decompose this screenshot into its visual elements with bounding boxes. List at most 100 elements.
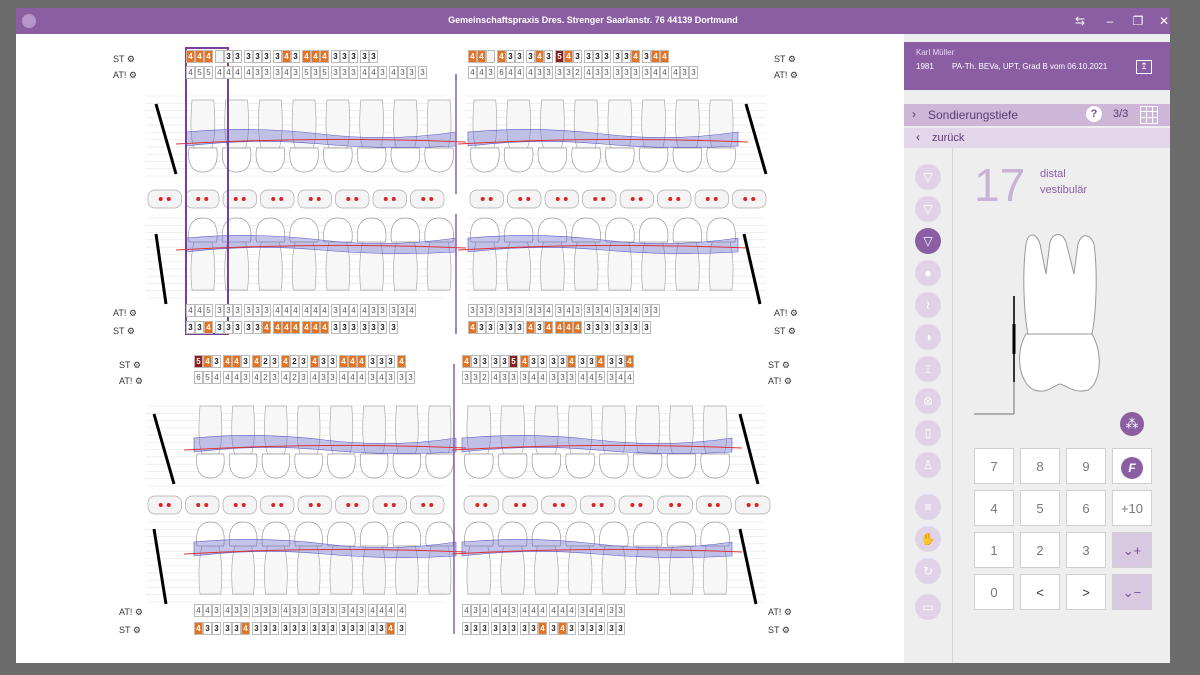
at-bottom-left-cell[interactable]: 3 [310, 604, 319, 617]
st-bottom-left-cell[interactable]: 3 [397, 622, 406, 635]
jaw2-lower-right-tooth-crown[interactable] [666, 521, 697, 547]
st-upper-left-cell[interactable]: 3 [349, 50, 358, 63]
st-jaw2-right-cell[interactable]: 3 [549, 355, 558, 368]
occlusal-upper-left[interactable] [410, 189, 445, 209]
at-jaw2-right-cell[interactable]: 3 [567, 371, 576, 384]
st-jaw1-lower-left-cell[interactable]: 3 [389, 321, 398, 334]
st-upper-right-cell[interactable]: 4 [564, 50, 573, 63]
at-bottom-left-cell[interactable]: 3 [252, 604, 261, 617]
upper-left-tooth-crown[interactable] [424, 147, 454, 173]
at-bottom-right-cell[interactable]: 4 [567, 604, 576, 617]
jaw1-lower-left-tooth-crown[interactable] [188, 217, 218, 243]
hand-icon[interactable]: ✋ [915, 526, 941, 552]
st-jaw1-lower-left-cell[interactable]: 3 [244, 321, 253, 334]
upper-left-tooth-crown[interactable] [289, 147, 319, 173]
st-jaw1-lower-right-cell[interactable]: 4 [468, 321, 477, 334]
st-upper-left-cell[interactable]: 4 [320, 50, 329, 63]
jaw2-upper-right-tooth-crown[interactable] [632, 453, 663, 479]
at-jaw2-right-cell[interactable]: 3 [462, 371, 471, 384]
at-jaw1-lower-left-cell[interactable]: 3 [398, 304, 407, 317]
st-jaw2-right-cell[interactable]: 4 [462, 355, 471, 368]
st-bottom-left-cell[interactable]: 4 [241, 622, 250, 635]
at-bottom-left-cell[interactable]: 3 [319, 604, 328, 617]
jaw2-lower-right-tooth-root[interactable] [500, 545, 525, 595]
st-jaw1-lower-left-cell[interactable]: 3 [195, 321, 204, 334]
at-bottom-left-cell[interactable]: 3 [212, 604, 221, 617]
bleeding-icon[interactable]: ● [915, 260, 941, 286]
st-jaw2-left-cell[interactable]: 4 [232, 355, 241, 368]
st-bottom-left-cell[interactable]: 3 [339, 622, 348, 635]
at-jaw2-left-cell[interactable]: 3 [328, 371, 337, 384]
st-jaw1-lower-right-cell[interactable]: 3 [593, 321, 602, 334]
at-jaw2-right-cell[interactable]: 5 [596, 371, 605, 384]
key-8[interactable]: 8 [1020, 448, 1060, 484]
at-upper-left-cell[interactable]: 4 [282, 66, 291, 79]
st-jaw2-left-cell[interactable]: 3 [319, 355, 328, 368]
st-bottom-left-cell[interactable]: 3 [252, 622, 261, 635]
at-upper-right-cell[interactable]: 4 [660, 66, 669, 79]
at-upper-left-cell[interactable]: 3 [253, 66, 262, 79]
key-0[interactable]: 0 [974, 574, 1014, 610]
jaw2-lower-left-tooth-crown[interactable] [327, 521, 356, 547]
jaw2-upper-right-tooth-crown[interactable] [497, 453, 528, 479]
st-jaw1-lower-left-cell[interactable]: 3 [215, 321, 224, 334]
at-jaw1-lower-right-cell[interactable]: 3 [497, 304, 506, 317]
back-bar[interactable]: ‹ zurück [904, 128, 1170, 148]
st-jaw2-right-cell[interactable]: 4 [567, 355, 576, 368]
at-jaw1-lower-left-cell[interactable]: 3 [262, 304, 271, 317]
jaw2-lower-right-tooth-root[interactable] [635, 545, 660, 595]
v-plus-button[interactable]: ⌄+ [1112, 532, 1152, 568]
st-jaw2-left-cell[interactable]: 4 [357, 355, 366, 368]
st-jaw2-left-cell[interactable]: 3 [241, 355, 250, 368]
jaw1-lower-right-tooth-crown[interactable] [605, 217, 635, 243]
st-jaw1-lower-left-cell[interactable]: 3 [360, 321, 369, 334]
st-jaw2-left-cell[interactable]: 2 [290, 355, 299, 368]
jaw1-lower-left-tooth-crown[interactable] [323, 217, 353, 243]
at-jaw1-lower-left-cell[interactable]: 3 [331, 304, 340, 317]
upper-right-tooth-crown[interactable] [470, 147, 500, 173]
at-upper-right-cell[interactable]: 4 [584, 66, 593, 79]
st-upper-left-cell[interactable]: 4 [204, 50, 213, 63]
at-jaw2-left-cell[interactable]: 3 [241, 371, 250, 384]
at-bottom-right-cell[interactable]: 3 [616, 604, 625, 617]
occlusal-lower-left[interactable] [410, 495, 445, 515]
st-jaw2-left-cell[interactable]: 2 [261, 355, 270, 368]
st-upper-right-cell[interactable]: 3 [593, 50, 602, 63]
at-bottom-left-cell[interactable]: 3 [270, 604, 279, 617]
at-upper-right-cell[interactable]: 3 [535, 66, 544, 79]
at-upper-left-cell[interactable]: 4 [389, 66, 398, 79]
st-jaw1-lower-left-cell[interactable]: 4 [291, 321, 300, 334]
jaw1-lower-left-tooth-root[interactable] [291, 241, 317, 291]
st-upper-right-cell[interactable]: 3 [584, 50, 593, 63]
jaw2-upper-left-tooth-crown[interactable] [261, 453, 291, 479]
occlusal-upper-left[interactable] [185, 189, 220, 209]
st-jaw1-lower-left-cell[interactable]: 3 [331, 321, 340, 334]
selected-tooth-frame[interactable] [185, 47, 229, 335]
st-bottom-left-cell[interactable]: 3 [319, 622, 328, 635]
st-jaw2-right-cell[interactable]: 3 [607, 355, 616, 368]
tooth-tool-icon-3[interactable]: ⊗ [915, 388, 941, 414]
refresh-icon[interactable]: ↻ [915, 558, 941, 584]
at-jaw1-lower-left-cell[interactable]: 4 [349, 304, 358, 317]
at-upper-left-cell[interactable]: 3 [291, 66, 300, 79]
close-icon[interactable]: ✕ [1158, 14, 1170, 28]
jaw1-lower-right-tooth-root[interactable] [506, 241, 531, 291]
st-bottom-left-cell[interactable]: 4 [194, 622, 203, 635]
st-bottom-left-cell[interactable]: 3 [290, 622, 299, 635]
at-upper-right-cell[interactable]: 4 [468, 66, 477, 79]
at-bottom-left-cell[interactable]: 3 [290, 604, 299, 617]
at-jaw1-lower-right-cell[interactable]: 3 [613, 304, 622, 317]
at-bottom-left-cell[interactable]: 4 [194, 604, 203, 617]
st-upper-right-cell[interactable]: 4 [651, 50, 660, 63]
at-jaw1-lower-left-cell[interactable]: 5 [204, 304, 213, 317]
prev-button[interactable]: < [1020, 574, 1060, 610]
at-jaw1-lower-left-cell[interactable]: 4 [360, 304, 369, 317]
jaw2-upper-left-tooth-crown[interactable] [196, 453, 225, 479]
at-bottom-left-cell[interactable]: 3 [261, 604, 270, 617]
st-bottom-right-cell[interactable]: 4 [538, 622, 547, 635]
jaw2-lower-left-tooth-crown[interactable] [425, 521, 454, 547]
occlusal-upper-left[interactable] [147, 189, 182, 209]
st-jaw2-left-cell[interactable]: 4 [281, 355, 290, 368]
st-jaw2-right-cell[interactable]: 3 [480, 355, 489, 368]
st-bottom-right-cell[interactable]: 3 [480, 622, 489, 635]
